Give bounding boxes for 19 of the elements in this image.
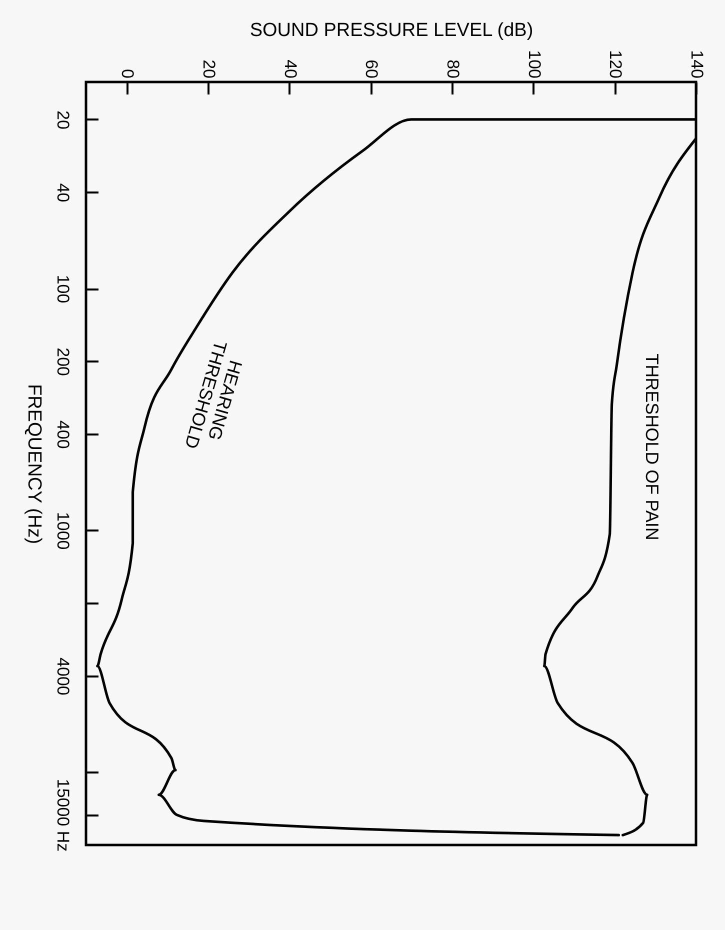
x-tick-label: 140 (688, 50, 706, 78)
y-axis-title: FREQUENCY (Hz) (24, 384, 44, 544)
x-tick-label: 80 (444, 60, 462, 78)
x-tick-label: 40 (280, 60, 300, 78)
annotation: THRESHOLD OF PAIN (642, 354, 662, 540)
y-tick-label: 40 (54, 183, 72, 202)
y-tick-label: 20 (54, 110, 72, 130)
x-tick-label: 0 (118, 69, 138, 78)
y-tick-label: 100 (54, 274, 72, 304)
x-tick-label: 120 (606, 50, 626, 78)
x-tick-label: 20 (200, 60, 218, 78)
y-tick-label: 1000 (54, 512, 72, 550)
y-tick-label: 200 (54, 348, 72, 376)
x-tick-label: 100 (524, 50, 544, 78)
y-tick-label: 15000 Hz (54, 778, 72, 852)
y-tick-label: 400 (54, 420, 72, 449)
y-tick-label: 4000 (54, 658, 72, 696)
x-axis-title: SOUND PRESSURE LEVEL (dB) (250, 20, 534, 42)
x-tick-label: 60 (362, 60, 382, 78)
